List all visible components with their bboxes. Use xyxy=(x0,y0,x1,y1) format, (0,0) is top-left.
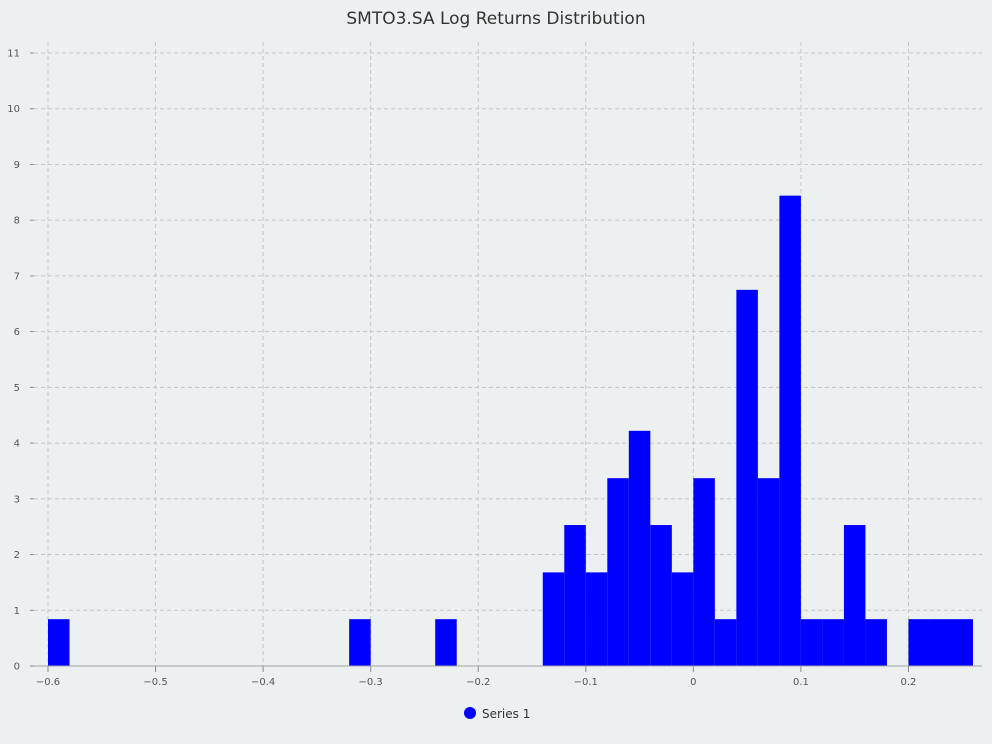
histogram-bar[interactable] xyxy=(843,525,866,666)
x-tick-label: −0.4 xyxy=(251,677,275,688)
histogram-bar[interactable] xyxy=(607,478,629,666)
histogram-bar[interactable] xyxy=(435,619,457,666)
histogram-bar[interactable] xyxy=(822,619,844,666)
y-tick-label: 5 xyxy=(14,383,20,394)
x-tick-label: −0.1 xyxy=(574,677,598,688)
histogram-bar[interactable] xyxy=(757,478,780,666)
histogram-bar[interactable] xyxy=(650,525,672,666)
x-tick-label: 0.1 xyxy=(793,677,809,688)
axes: 0 1 2 3 4 5 6 7 8 9 10 11 −0.6 −0.5 −0.4 −0.3 −0.2 −0.1 0 0… xyxy=(7,49,982,688)
histogram-bar[interactable] xyxy=(714,619,737,666)
x-tick-label: −0.6 xyxy=(36,677,60,688)
histogram-bar[interactable] xyxy=(585,572,608,666)
y-tick-label: 2 xyxy=(14,550,20,561)
y-tick-label: 9 xyxy=(14,160,20,171)
histogram-bar[interactable] xyxy=(671,572,694,666)
y-tick-label: 10 xyxy=(7,104,20,115)
y-tick-label: 8 xyxy=(14,216,20,227)
x-tick-label: −0.3 xyxy=(359,677,383,688)
chart-title: SMTO3.SA Log Returns Distribution xyxy=(346,9,645,29)
legend-marker-series-1[interactable] xyxy=(464,707,476,719)
y-tick-label: 0 xyxy=(14,662,20,673)
histogram-bar[interactable] xyxy=(800,619,823,666)
legend-label-series-1[interactable]: Series 1 xyxy=(482,707,530,721)
y-tick-label: 11 xyxy=(7,49,20,60)
histogram-bar[interactable] xyxy=(929,619,952,666)
histogram-bar[interactable] xyxy=(349,619,371,666)
histogram-bar[interactable] xyxy=(779,195,801,667)
histogram-bar[interactable] xyxy=(564,525,586,666)
histogram-bar[interactable] xyxy=(908,619,930,666)
histogram-bar[interactable] xyxy=(48,619,70,666)
x-tick-label: 0.2 xyxy=(901,677,917,688)
histogram-bars xyxy=(48,195,973,667)
x-tick-label: 0 xyxy=(690,677,696,688)
x-tick-label: −0.5 xyxy=(143,677,167,688)
histogram-bar[interactable] xyxy=(542,572,565,666)
y-tick-label: 4 xyxy=(14,439,20,450)
legend[interactable]: Series 1 xyxy=(464,707,530,721)
histogram-bar[interactable] xyxy=(951,619,973,666)
histogram-bar[interactable] xyxy=(736,289,758,666)
histogram-bar[interactable] xyxy=(865,619,887,666)
y-tick-label: 3 xyxy=(14,494,20,505)
y-tick-label: 6 xyxy=(14,327,20,338)
y-tick-label: 7 xyxy=(14,271,20,282)
histogram-bar[interactable] xyxy=(628,430,651,666)
y-tick-label: 1 xyxy=(14,606,20,617)
grid-lines xyxy=(34,42,982,666)
x-tick-label: −0.2 xyxy=(466,677,490,688)
histogram-bar[interactable] xyxy=(693,478,715,666)
